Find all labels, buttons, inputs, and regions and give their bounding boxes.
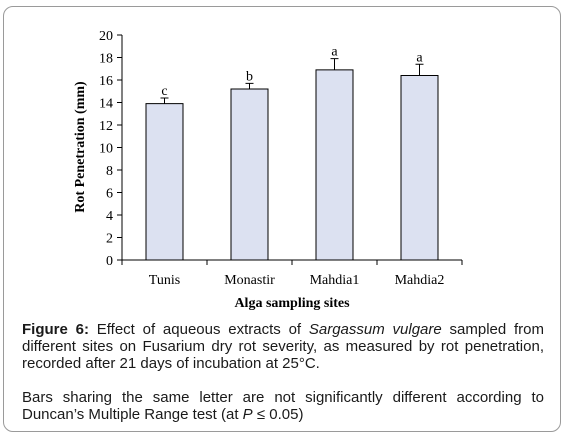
note-text-2: ≤ 0.05) bbox=[252, 406, 304, 423]
bar bbox=[145, 103, 184, 261]
y-tick-label: 8 bbox=[106, 164, 113, 179]
x-category-label: Monastir bbox=[224, 273, 275, 288]
figure-caption: Figure 6: Effect of aqueous extracts of … bbox=[22, 321, 544, 372]
x-axis-label: Alga sampling sites bbox=[234, 296, 350, 311]
bar-chart: 0 2 4 6 8 10 12 14 16 18 20 Tunis Monastir Mahdia1 Ma… bbox=[73, 29, 463, 311]
bar bbox=[400, 75, 439, 261]
y-tick-label: 10 bbox=[99, 142, 113, 157]
figure-note: Bars sharing the same letter are not sig… bbox=[22, 389, 544, 423]
y-tick-label: 12 bbox=[99, 119, 113, 134]
significance-letter: a bbox=[416, 50, 423, 65]
y-tick-label: 14 bbox=[99, 97, 113, 112]
y-tick-label: 0 bbox=[106, 254, 113, 269]
note-text-1: Bars sharing the same letter are not sig… bbox=[22, 389, 544, 423]
bar bbox=[315, 69, 354, 261]
x-category-label: Tunis bbox=[149, 273, 180, 288]
y-tick-label: 18 bbox=[99, 52, 113, 67]
caption-text-2: sampled from different sites on Fusarium… bbox=[22, 321, 545, 372]
bar bbox=[230, 88, 269, 261]
bars bbox=[145, 69, 439, 261]
significance-letter: a bbox=[331, 45, 338, 60]
note-p: P bbox=[242, 406, 253, 423]
figure-label: Figure 6: bbox=[22, 321, 89, 338]
x-category-label: Mahdia2 bbox=[395, 273, 445, 288]
significance-letter: c bbox=[161, 84, 167, 99]
error-bars bbox=[160, 58, 424, 104]
x-axis-categories: Tunis Monastir Mahdia1 Mahdia2 bbox=[121, 260, 463, 288]
y-axis-ticks: 0 2 4 6 8 10 12 14 16 18 20 bbox=[99, 29, 122, 269]
caption-text-1: Effect of aqueous extracts of bbox=[88, 321, 309, 338]
caption-species: Sargassum vulgare bbox=[308, 321, 442, 338]
significance-letter: b bbox=[246, 69, 253, 84]
figure-frame bbox=[3, 6, 561, 432]
y-tick-label: 6 bbox=[106, 187, 113, 202]
y-tick-label: 16 bbox=[99, 74, 113, 89]
y-tick-label: 2 bbox=[106, 232, 113, 247]
y-tick-label: 4 bbox=[106, 209, 113, 224]
significance-letters: c b a a bbox=[161, 45, 423, 99]
y-tick-label: 20 bbox=[99, 29, 113, 44]
y-axis-label: Rot Penetration (mm) bbox=[73, 81, 88, 213]
x-category-label: Mahdia1 bbox=[310, 273, 360, 288]
